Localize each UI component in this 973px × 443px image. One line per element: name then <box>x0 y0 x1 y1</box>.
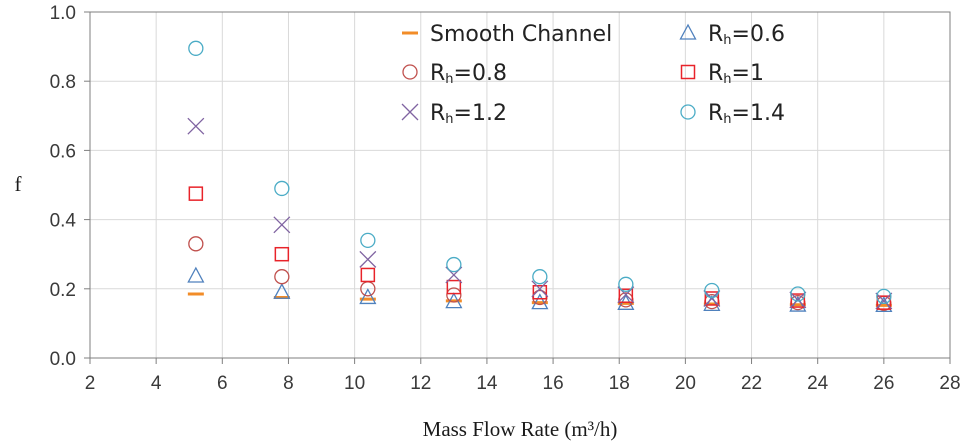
legend-label-main: R <box>708 61 723 86</box>
data-point <box>446 287 462 303</box>
legend-item: Rh=1.4 <box>680 101 785 127</box>
data-point <box>704 291 720 306</box>
data-point <box>274 269 290 285</box>
legend-label: Rh=0.8 <box>430 61 507 87</box>
data-point <box>703 294 721 312</box>
data-point <box>618 288 634 303</box>
legend-marker <box>401 103 419 121</box>
data-point <box>446 256 462 273</box>
legend-label: Smooth Channel <box>430 22 612 47</box>
plot-area-frame <box>89 11 951 359</box>
data-point <box>359 250 377 268</box>
legend: Smooth Channel Rh=0.6Rh=0.8 Rh=1Rh=1.2 Rh=1… <box>401 22 785 127</box>
legend-label-value: =1.4 <box>732 101 785 126</box>
x-tick-label: 28 <box>939 373 960 394</box>
data-point <box>273 282 291 299</box>
data-point <box>789 291 807 309</box>
x-tick-label: 20 <box>675 373 696 394</box>
y-tick-label: 0.2 <box>50 280 76 301</box>
legend-marker <box>680 64 696 80</box>
data-point <box>876 288 892 305</box>
x-tick-label: 4 <box>151 373 162 394</box>
data-point <box>703 290 721 307</box>
x-tick-label: 12 <box>410 373 431 394</box>
data-points <box>187 40 893 313</box>
legend-marker <box>402 64 418 80</box>
legend-label-value: =0.8 <box>454 61 507 86</box>
data-point <box>790 286 806 302</box>
data-point <box>274 246 290 262</box>
y-tick-label: 0.6 <box>50 141 76 162</box>
series-rh-1-2 <box>187 117 893 310</box>
series-rh-1-4 <box>188 40 892 305</box>
legend-label-subscript: h <box>445 112 453 127</box>
x-tick-label: 10 <box>344 373 365 394</box>
data-point <box>531 293 549 310</box>
y-tick-label: 0.8 <box>50 72 76 93</box>
data-point <box>188 236 204 252</box>
legend-label-main: R <box>430 61 445 86</box>
y-tick-label: 0.4 <box>50 211 77 232</box>
data-point <box>618 276 634 292</box>
legend-label-value: =1.2 <box>454 101 507 126</box>
data-point <box>532 269 548 285</box>
legend-item: Rh=1.2 <box>401 101 507 127</box>
legend-item: Rh=0.8 <box>402 61 507 87</box>
series-rh-1 <box>188 186 892 310</box>
x-axis-ticks: 2 4 6 8 10 12 14 16 18 20 22 24 26 28 <box>85 358 961 394</box>
x-tick-label: 6 <box>217 373 228 394</box>
legend-label: Rh=0.6 <box>708 22 785 48</box>
data-point <box>790 293 806 308</box>
legend-label-value: =0.6 <box>732 22 785 47</box>
data-point <box>446 279 462 295</box>
x-tick-label: 14 <box>476 373 498 394</box>
legend-label-main: R <box>708 22 723 47</box>
y-axis-ticks: 0.0 0.2 0.4 0.6 0.8 1.0 <box>50 3 90 370</box>
legend-label-main: Smooth Channel <box>430 22 612 47</box>
legend-label-main: R <box>708 101 723 126</box>
data-point <box>187 117 205 135</box>
data-point <box>273 216 291 234</box>
x-tick-label: 18 <box>609 373 630 394</box>
y-axis-title: f <box>15 172 22 196</box>
legend-item: Rh=0.6 <box>679 22 785 48</box>
x-axis-title: Mass Flow Rate (m³/h) <box>423 417 618 441</box>
data-point <box>360 232 376 249</box>
data-point <box>360 267 376 283</box>
legend-label: Rh=1.2 <box>430 101 507 127</box>
x-tick-label: 26 <box>873 373 894 394</box>
legend-marker <box>680 104 696 120</box>
legend-label-subscript: h <box>445 72 453 87</box>
legend-label: Rh=1 <box>708 61 764 87</box>
data-point <box>359 288 377 305</box>
data-point <box>188 40 204 56</box>
legend-label: Rh=1.4 <box>708 101 785 127</box>
y-tick-label: 1.0 <box>50 3 76 24</box>
x-tick-label: 2 <box>85 373 96 394</box>
legend-label-subscript: h <box>723 33 731 48</box>
legend-label-main: R <box>430 101 445 126</box>
x-tick-label: 24 <box>807 373 829 394</box>
data-point <box>532 285 548 300</box>
x-tick-label: 8 <box>283 373 294 394</box>
y-tick-label: 0.0 <box>50 349 76 370</box>
data-point <box>876 295 892 310</box>
x-tick-label: 16 <box>543 373 564 394</box>
x-tick-label: 22 <box>741 373 762 394</box>
grid-lines <box>89 11 951 359</box>
legend-marker <box>679 23 697 40</box>
legend-label-subscript: h <box>723 112 731 127</box>
data-point <box>187 266 205 283</box>
data-point <box>531 280 549 298</box>
legend-item: Smooth Channel <box>402 22 612 47</box>
legend-label-subscript: h <box>723 72 731 87</box>
data-point <box>188 186 204 201</box>
data-point <box>875 292 893 310</box>
legend-item: Rh=1 <box>680 61 764 87</box>
legend-label-value: =1 <box>732 61 764 86</box>
data-point <box>704 282 720 299</box>
data-point <box>274 180 290 197</box>
